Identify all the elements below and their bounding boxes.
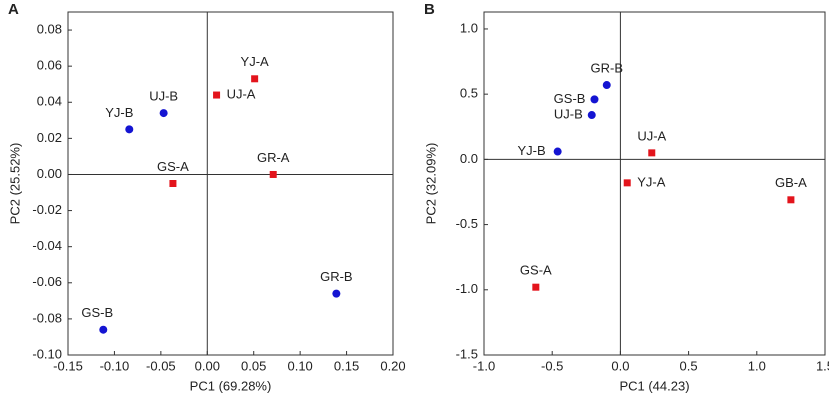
point [623, 179, 631, 187]
x-tick-label: 0.5 [680, 358, 698, 373]
point-label: GR-B [320, 269, 353, 284]
y-tick-label: 0.08 [37, 21, 62, 36]
point [213, 91, 221, 99]
point [169, 180, 177, 187]
point-label: UJ-A [227, 86, 256, 101]
plot-frame [483, 11, 826, 356]
x-tick-label: -0.5 [541, 358, 563, 373]
x-tick-label: 0.00 [195, 358, 220, 373]
x-tick-label: -0.15 [53, 358, 83, 373]
point-label: GS-B [554, 91, 586, 106]
y-tick-label: -1.5 [456, 346, 478, 361]
x-tick-label: 1.0 [748, 358, 766, 373]
point-label: YJ-B [105, 105, 133, 120]
point-label: YJ-B [517, 143, 545, 158]
y-tick-label: -0.5 [456, 216, 478, 231]
point [269, 170, 277, 178]
point [590, 95, 599, 104]
y-axis-label: PC2 (32.09%) [423, 143, 438, 225]
y-tick-label: -1.0 [456, 281, 478, 296]
y-tick-label: -0.10 [32, 346, 62, 361]
x-tick-label: 0.05 [241, 358, 266, 373]
point-label: GS-B [81, 305, 113, 320]
point [602, 81, 611, 90]
y-tick-label: 0.00 [37, 166, 62, 181]
y-tick-label: 1.0 [460, 20, 478, 35]
x-axis-label: PC1 (44.23) [619, 378, 689, 393]
point [332, 289, 341, 298]
x-tick-label: 1.5 [816, 358, 829, 373]
point [532, 283, 540, 291]
point-label: GR-B [591, 60, 624, 75]
point-label: UJ-B [149, 89, 178, 104]
point [787, 196, 795, 204]
point [251, 75, 259, 83]
point [587, 111, 596, 120]
point-label: GS-A [520, 263, 552, 278]
x-tick-label: 0.15 [334, 358, 359, 373]
plot-frame [67, 11, 394, 356]
y-tick-label: 0.02 [37, 130, 62, 145]
x-tick-label: -0.10 [100, 358, 130, 373]
x-axis-label: PC1 (69.28%) [190, 378, 272, 393]
point-label: YJ-A [241, 54, 270, 69]
point-label: UJ-A [637, 128, 666, 143]
x-tick-label: -0.05 [146, 358, 176, 373]
x-tick-label: 0.20 [380, 358, 405, 373]
point [159, 109, 168, 118]
point-label: UJ-B [554, 106, 583, 121]
panel-label: B [424, 1, 435, 18]
x-tick-label: 0.0 [611, 358, 629, 373]
y-tick-label: 0.04 [37, 94, 62, 109]
x-tick-label: 0.10 [287, 358, 312, 373]
point [553, 147, 562, 156]
x-tick-label: -1.0 [473, 358, 495, 373]
point [648, 149, 656, 157]
y-tick-label: -0.06 [32, 274, 62, 289]
y-tick-label: 0.5 [460, 86, 478, 101]
y-tick-label: -0.02 [32, 202, 62, 217]
point-label: GB-A [775, 175, 807, 190]
y-tick-label: -0.08 [32, 310, 62, 325]
y-tick-label: -0.04 [32, 238, 62, 253]
point [99, 325, 108, 334]
point-label: YJ-A [637, 174, 666, 189]
y-tick-label: 0.06 [37, 58, 62, 73]
point-label: GS-A [157, 159, 189, 174]
panel-label: A [8, 1, 19, 18]
point [125, 125, 134, 134]
point-label: GR-A [257, 150, 290, 165]
y-tick-label: 0.0 [460, 151, 478, 166]
y-axis-label: PC2 (25.52%) [7, 143, 22, 225]
